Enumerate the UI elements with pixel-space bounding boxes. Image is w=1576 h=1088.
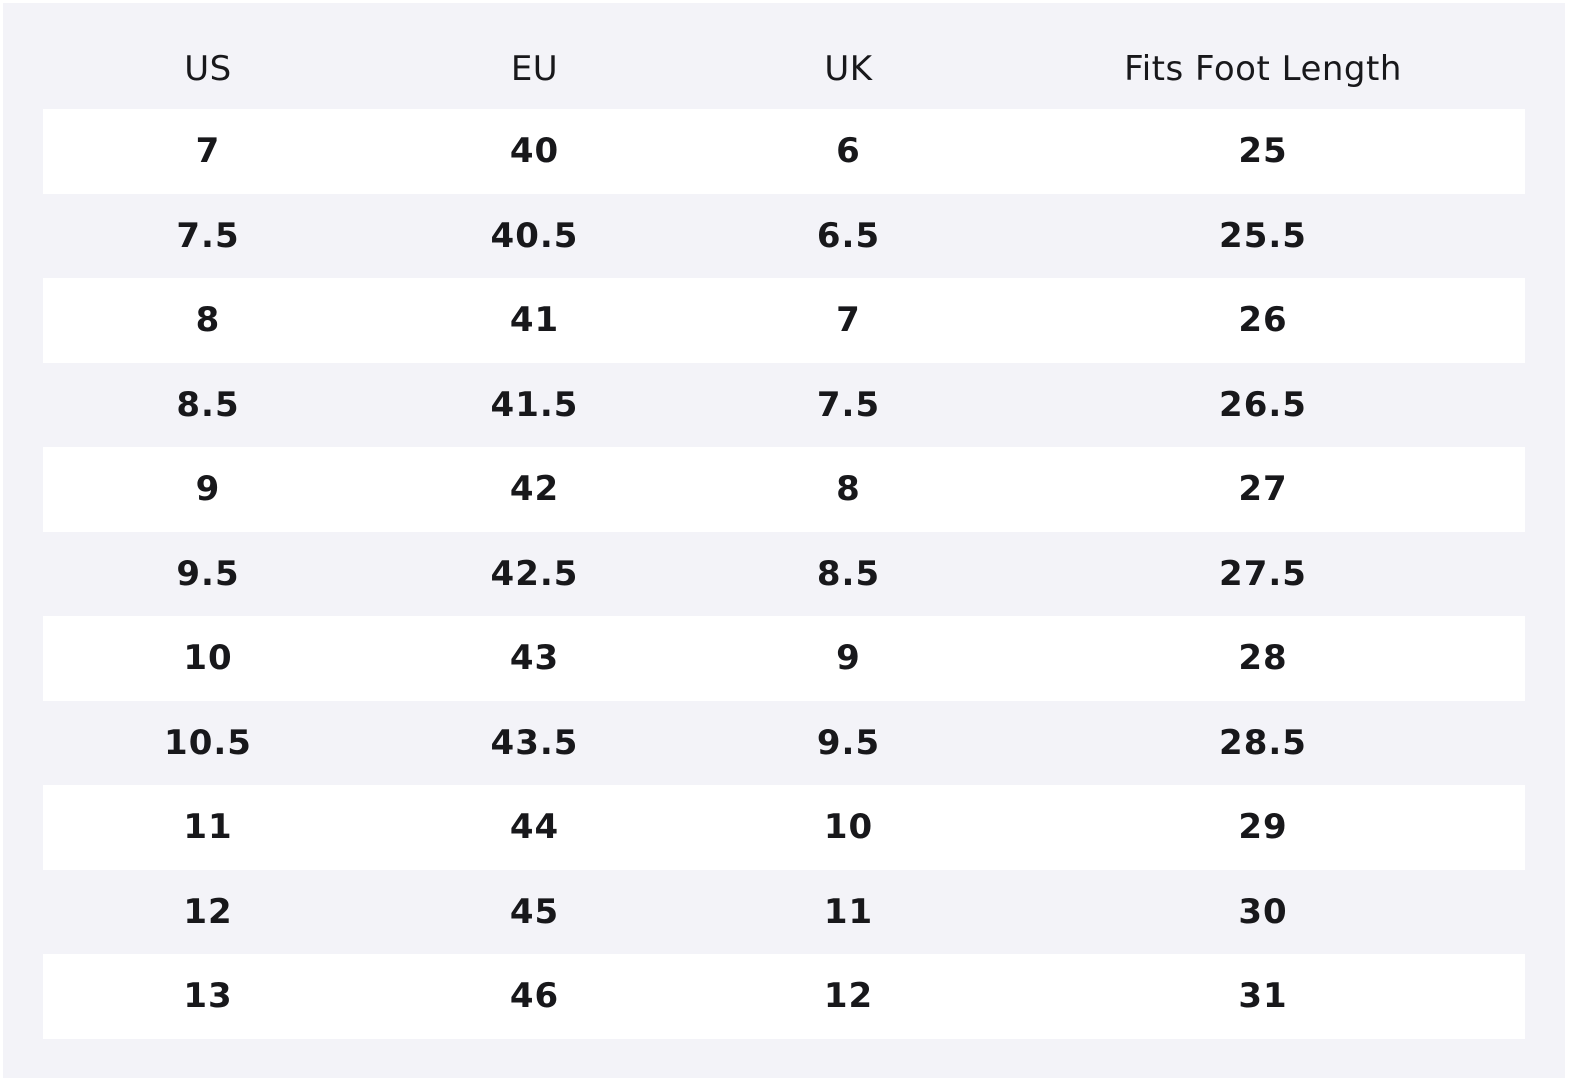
table-row: 10.5 43.5 9.5 28.5 (43, 700, 1525, 785)
column-header-foot-length: Fits Foot Length (1124, 49, 1402, 89)
table-body: 7 40 6 25 7.5 40.5 6.5 25.5 8 41 7 26 8.5 41.5 7.5 26.5… (43, 109, 1525, 1039)
uk-size-cell: 7.5 (696, 362, 1001, 447)
table-row: 7.5 40.5 6.5 25.5 (43, 193, 1525, 278)
us-size-cell: 12 (43, 869, 373, 954)
table-row: 8 41 7 26 (43, 278, 1525, 363)
size-chart-panel: US EU UK Fits Foot Length 7 40 6 25 7.5 40.5 6… (3, 3, 1565, 1078)
us-size-cell: 7 (43, 109, 373, 194)
header-row: US EU UK Fits Foot Length (43, 29, 1525, 109)
uk-size-cell: 8 (696, 447, 1001, 532)
foot-length-cell: 25 (1001, 109, 1525, 194)
eu-size-cell: 42.5 (373, 531, 696, 616)
us-size-cell: 9.5 (43, 531, 373, 616)
uk-size-cell: 6 (696, 109, 1001, 194)
uk-size-cell: 7 (696, 278, 1001, 363)
table-row: 9.5 42.5 8.5 27.5 (43, 531, 1525, 616)
us-size-cell: 10 (43, 616, 373, 701)
table-row: 8.5 41.5 7.5 26.5 (43, 362, 1525, 447)
eu-size-cell: 44 (373, 785, 696, 870)
uk-size-cell: 12 (696, 954, 1001, 1039)
column-header-uk: UK (824, 49, 873, 89)
uk-size-cell: 11 (696, 869, 1001, 954)
us-size-cell: 13 (43, 954, 373, 1039)
us-size-cell: 8.5 (43, 362, 373, 447)
foot-length-cell: 25.5 (1001, 193, 1525, 278)
eu-size-cell: 43 (373, 616, 696, 701)
eu-size-cell: 40.5 (373, 193, 696, 278)
uk-size-cell: 6.5 (696, 193, 1001, 278)
size-chart-table: US EU UK Fits Foot Length 7 40 6 25 7.5 40.5 6… (43, 29, 1525, 1039)
eu-size-cell: 41 (373, 278, 696, 363)
column-header-us: US (184, 49, 232, 89)
eu-size-cell: 41.5 (373, 362, 696, 447)
foot-length-cell: 31 (1001, 954, 1525, 1039)
foot-length-cell: 30 (1001, 869, 1525, 954)
table-row: 12 45 11 30 (43, 869, 1525, 954)
eu-size-cell: 42 (373, 447, 696, 532)
table-row: 13 46 12 31 (43, 954, 1525, 1039)
us-size-cell: 9 (43, 447, 373, 532)
foot-length-cell: 28 (1001, 616, 1525, 701)
foot-length-cell: 26 (1001, 278, 1525, 363)
us-size-cell: 11 (43, 785, 373, 870)
us-size-cell: 10.5 (43, 700, 373, 785)
eu-size-cell: 43.5 (373, 700, 696, 785)
eu-size-cell: 45 (373, 869, 696, 954)
table-row: 10 43 9 28 (43, 616, 1525, 701)
table-header: US EU UK Fits Foot Length (43, 29, 1525, 109)
foot-length-cell: 27 (1001, 447, 1525, 532)
column-header-eu: EU (510, 49, 559, 89)
table-row: 11 44 10 29 (43, 785, 1525, 870)
us-size-cell: 8 (43, 278, 373, 363)
uk-size-cell: 9 (696, 616, 1001, 701)
uk-size-cell: 9.5 (696, 700, 1001, 785)
foot-length-cell: 28.5 (1001, 700, 1525, 785)
table-row: 7 40 6 25 (43, 109, 1525, 194)
foot-length-cell: 27.5 (1001, 531, 1525, 616)
uk-size-cell: 10 (696, 785, 1001, 870)
uk-size-cell: 8.5 (696, 531, 1001, 616)
eu-size-cell: 40 (373, 109, 696, 194)
table-row: 9 42 8 27 (43, 447, 1525, 532)
us-size-cell: 7.5 (43, 193, 373, 278)
eu-size-cell: 46 (373, 954, 696, 1039)
foot-length-cell: 26.5 (1001, 362, 1525, 447)
foot-length-cell: 29 (1001, 785, 1525, 870)
